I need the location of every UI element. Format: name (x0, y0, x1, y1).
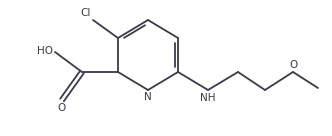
Text: O: O (289, 60, 297, 70)
Text: N: N (144, 92, 152, 102)
Text: Cl: Cl (81, 8, 91, 18)
Text: NH: NH (200, 93, 216, 103)
Text: O: O (57, 103, 65, 113)
Text: HO: HO (37, 46, 53, 56)
